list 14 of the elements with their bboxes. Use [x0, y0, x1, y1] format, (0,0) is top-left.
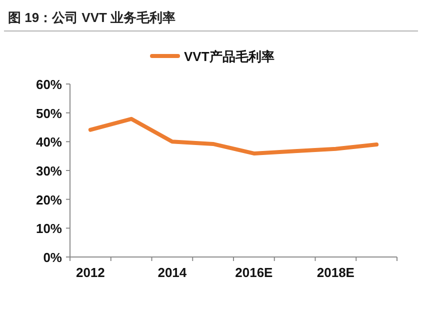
x-tick-label: 2012 [76, 265, 105, 280]
x-tick-label: 2014 [158, 265, 188, 280]
x-tick-label: 2016E [235, 265, 274, 280]
line-series [88, 116, 379, 156]
y-tick-label: 30% [36, 164, 62, 178]
y-tick-label: 20% [36, 192, 62, 208]
legend-label: VVT产品毛利率 [184, 49, 274, 64]
y-tick-label: 50% [36, 106, 62, 121]
chart-title: 图 19：公司 VVT 业务毛利率 [8, 10, 176, 25]
x-tick-label: 2018E [316, 265, 355, 280]
y-tick-label: 10% [36, 221, 62, 236]
y-tick-label: 0% [43, 250, 62, 265]
y-tick-label: 60% [36, 77, 62, 92]
y-tick-label: 40% [36, 134, 62, 150]
